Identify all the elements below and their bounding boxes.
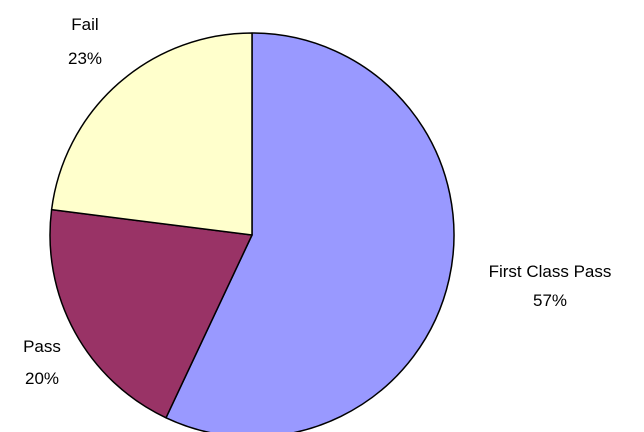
pie-slices: [50, 33, 454, 432]
slice-name-label: Pass: [23, 337, 61, 356]
slice-percent-label: 23%: [68, 49, 102, 68]
slice-name-label: First Class Pass: [489, 262, 612, 281]
slice-percent-label: 57%: [533, 291, 567, 310]
slice-name-label: Fail: [71, 15, 98, 34]
slice-percent-label: 20%: [25, 369, 59, 388]
